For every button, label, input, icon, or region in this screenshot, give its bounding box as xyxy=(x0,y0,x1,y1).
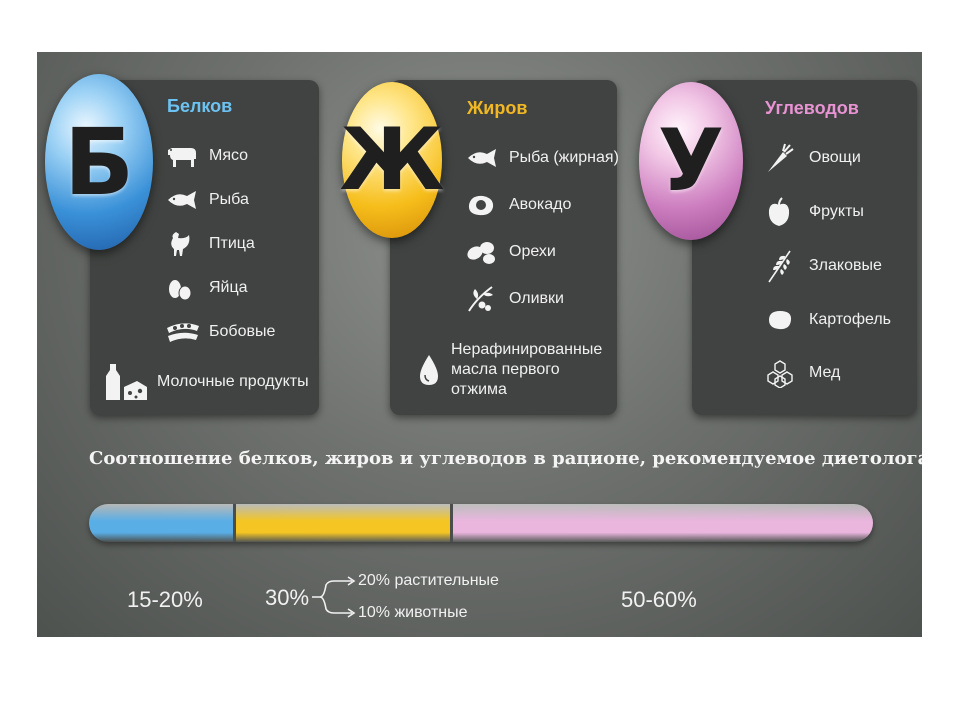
nuts-icon xyxy=(465,238,501,266)
proteins-percentage: 15-20% xyxy=(127,587,203,612)
carbs-letter-ball: У xyxy=(639,82,743,240)
ratio-bar-proteins-segment xyxy=(89,504,233,542)
fats-letter: Ж xyxy=(339,110,445,210)
proteins-heading: Белков xyxy=(167,96,233,116)
carbs-item-grains: Злаковые xyxy=(765,250,882,283)
fats-split-plant: 20% растительные xyxy=(358,572,499,589)
fish-icon xyxy=(465,144,501,172)
carbs-item-vegetables: Овощи xyxy=(765,143,861,172)
ratio-bar xyxy=(89,504,873,542)
fats-split-arrows-icon xyxy=(312,576,356,618)
carbs-letter: У xyxy=(657,111,725,211)
fats-item-nuts: Орехи xyxy=(465,238,556,266)
proteins-item-eggs: Яйца xyxy=(165,274,248,302)
carbs-heading: Углеводов xyxy=(765,98,859,118)
fats-percentage: 30% xyxy=(265,585,310,610)
oil-drop-icon xyxy=(417,355,445,385)
ratio-title: Соотношение белков, жиров и углеводов в … xyxy=(89,448,922,469)
fats-heading: Жиров xyxy=(467,98,528,118)
fats-item-oils: Нерафинированные масла первого отжима xyxy=(417,340,617,400)
fish-icon xyxy=(165,186,201,214)
honeycomb-icon xyxy=(765,359,801,388)
eggs-icon xyxy=(165,274,201,302)
fats-item-olives: Оливки xyxy=(465,285,564,313)
beans-icon xyxy=(165,318,201,346)
carbs-item-potato: Картофель xyxy=(765,306,891,334)
ratio-bar-carbs-segment xyxy=(449,504,873,542)
carbs-percentage: 50-60% xyxy=(621,587,697,612)
proteins-item-dairy: Молочные продукты xyxy=(103,362,309,402)
proteins-item-fish: Рыба xyxy=(165,186,249,214)
carbs-item-honey: Мед xyxy=(765,359,840,388)
ratio-bar-fats-segment xyxy=(232,504,450,542)
olive-branch-icon xyxy=(465,285,501,313)
cow-icon xyxy=(165,142,201,170)
wheat-icon xyxy=(765,250,801,283)
proteins-letter: Б xyxy=(63,108,135,216)
fats-letter-ball: Ж xyxy=(339,82,445,238)
proteins-item-poultry: Птица xyxy=(165,230,255,258)
chicken-icon xyxy=(165,230,201,258)
proteins-item-beans: Бобовые xyxy=(165,318,275,346)
fats-item-avocado: Авокадо xyxy=(465,191,571,219)
proteins-item-meat: Мясо xyxy=(165,142,248,170)
fats-split-animal: 10% животные xyxy=(358,604,468,621)
fats-item-fatty-fish: Рыба (жирная) xyxy=(465,144,619,172)
apple-icon xyxy=(765,197,801,226)
nutrition-infographic: Б Ж У Белков Жиров Углеводов Мясо Рыба П… xyxy=(37,52,922,637)
dairy-icon xyxy=(103,362,149,402)
avocado-icon xyxy=(465,191,501,219)
potato-icon xyxy=(765,306,801,334)
proteins-letter-ball: Б xyxy=(45,74,153,250)
carrot-icon xyxy=(765,143,801,172)
carbs-item-fruits: Фрукты xyxy=(765,197,864,226)
